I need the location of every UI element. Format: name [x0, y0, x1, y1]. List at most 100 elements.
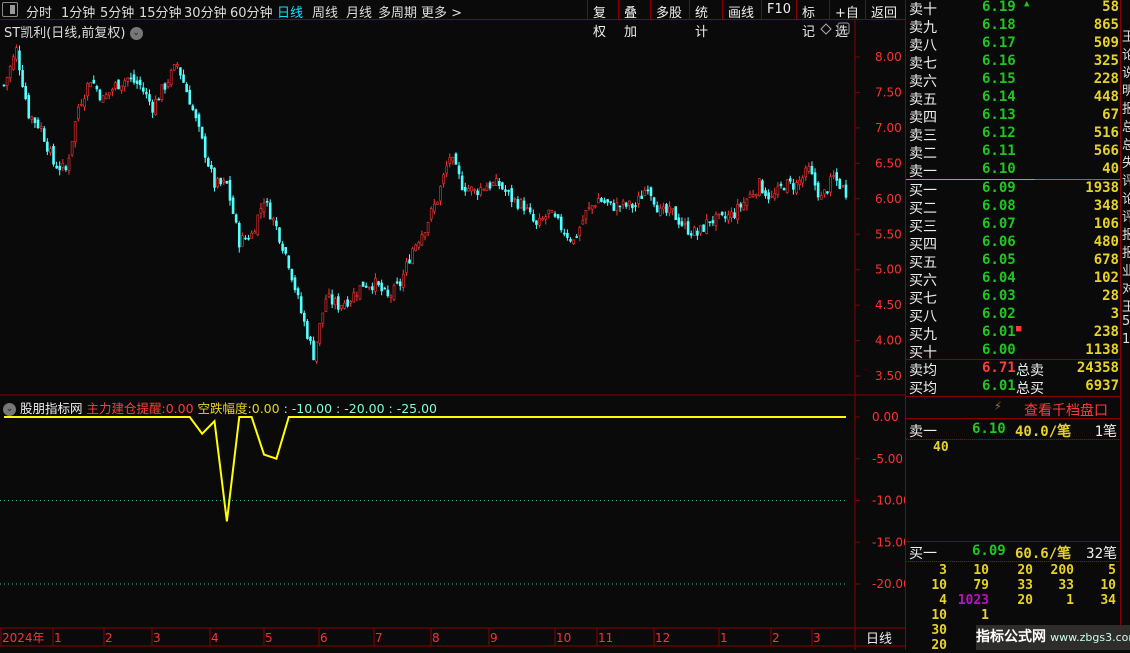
- book-row[interactable]: 卖一 6.10 40: [906, 161, 1121, 180]
- book-row[interactable]: 卖八 6.17 509: [906, 35, 1121, 54]
- book-row[interactable]: 卖二 6.11 566: [906, 143, 1121, 162]
- candle: [15, 47, 18, 60]
- tab-7[interactable]: 周线: [312, 6, 339, 21]
- candle: [337, 296, 340, 310]
- toolbar-button-4[interactable]: 画线: [722, 0, 761, 21]
- level-volume: 566: [1093, 143, 1119, 159]
- candle: [70, 141, 74, 156]
- level-volume: 678: [1093, 252, 1119, 268]
- diamond-icon[interactable]: [820, 23, 832, 35]
- kline-chart[interactable]: 8.00 7.50 7.00 6.50 6.00 5.50 5.00 4.50 4.00 3.50…: [0, 20, 905, 650]
- candle: [442, 174, 445, 185]
- level-label: 买一: [909, 183, 937, 199]
- candle: [398, 281, 402, 287]
- candle: [408, 259, 411, 264]
- indicator-tick: -5.00: [872, 452, 903, 466]
- candle: [278, 227, 281, 243]
- date-tick: 4: [211, 631, 219, 645]
- indicator-name[interactable]: 股朋指标网: [19, 401, 83, 416]
- book-row[interactable]: 买四 6.06 480: [906, 234, 1121, 253]
- thousand-level-link[interactable]: 查看千档盘口: [1024, 403, 1108, 419]
- toolbar-button-6[interactable]: 标记: [796, 0, 829, 40]
- panel-toggle-icon[interactable]: [2, 2, 18, 17]
- tab-10[interactable]: 更多 >: [421, 6, 463, 21]
- candle: [603, 200, 606, 203]
- candle: [166, 82, 170, 87]
- book-row[interactable]: 卖六 6.15 228: [906, 71, 1121, 90]
- candle: [114, 82, 117, 89]
- book-row[interactable]: 买五 6.05 678: [906, 252, 1121, 271]
- level-volume: 238: [1093, 324, 1119, 340]
- panel-toggle-icon[interactable]: [837, 22, 850, 35]
- tab-2[interactable]: 5分钟: [100, 6, 135, 21]
- chevron-down-icon[interactable]: ⌄: [3, 403, 16, 416]
- candle: [330, 294, 334, 305]
- toolbar-button-8[interactable]: 返回: [865, 0, 905, 21]
- tab-1[interactable]: 1分钟: [61, 6, 96, 21]
- book-row[interactable]: 买六 6.04 102: [906, 270, 1121, 289]
- candle: [600, 198, 603, 202]
- book-row[interactable]: 买一 6.09 1938: [906, 180, 1121, 199]
- book-row[interactable]: 卖九 6.18 865: [906, 17, 1121, 36]
- book-row[interactable]: 买九 6.01 ■ 238: [906, 324, 1121, 343]
- book-row[interactable]: 买三 6.07 106: [906, 216, 1121, 235]
- candle: [194, 109, 198, 119]
- book-row[interactable]: 卖四 6.13 67: [906, 107, 1121, 126]
- tab-8[interactable]: 月线: [346, 6, 373, 21]
- candle: [275, 220, 278, 227]
- candle: [377, 281, 380, 286]
- level-volume: 348: [1093, 198, 1119, 214]
- toolbar-button-1[interactable]: 叠加: [618, 0, 650, 40]
- candle: [76, 106, 80, 120]
- toolbar-button-7[interactable]: +自选: [829, 0, 865, 40]
- candle: [819, 195, 823, 200]
- candle: [80, 104, 83, 106]
- book-row[interactable]: 卖七 6.16 325: [906, 53, 1121, 72]
- chevron-down-icon[interactable]: ⌄: [129, 27, 143, 40]
- level-price: 6.00: [982, 342, 1016, 358]
- book-row[interactable]: 买二 6.08 348: [906, 198, 1121, 217]
- candle: [324, 298, 328, 312]
- level-price: 6.16: [982, 53, 1016, 69]
- candle: [683, 222, 687, 225]
- chart-title: ST凯利(日线,前复权) ⌄: [4, 22, 143, 41]
- price-tick: 5.50: [875, 227, 902, 241]
- candle: [785, 179, 789, 193]
- tab-6[interactable]: 日线: [277, 6, 304, 21]
- candle: [727, 214, 730, 221]
- book-row[interactable]: 买八 6.02 3: [906, 306, 1121, 325]
- order-book: 卖十 6.19 ▲ 58 卖九 6.18 865 卖八 6.17 509 卖七 6.16 325 卖六 6.…: [905, 0, 1121, 653]
- book-row[interactable]: 卖三 6.12 516: [906, 125, 1121, 144]
- candle: [680, 221, 684, 226]
- candle: [451, 156, 455, 162]
- level-price: 6.15: [982, 71, 1016, 87]
- candle: [547, 209, 551, 214]
- tab-3[interactable]: 15分钟: [139, 6, 182, 21]
- level-price: 6.09: [982, 180, 1016, 196]
- toolbar-button-5[interactable]: F10: [761, 0, 796, 20]
- tab-4[interactable]: 30分钟: [184, 6, 227, 21]
- tab-9[interactable]: 多周期: [378, 6, 418, 21]
- watermark: 指标公式网 www.zbgs3.com: [976, 625, 1130, 650]
- book-row[interactable]: 卖五 6.14 448: [906, 89, 1121, 108]
- candle: [507, 189, 510, 192]
- candle: [86, 83, 89, 97]
- candle: [200, 126, 204, 139]
- candle: [770, 195, 774, 198]
- candle: [467, 188, 470, 192]
- tab-0[interactable]: 分时: [26, 6, 53, 21]
- tab-5[interactable]: 60分钟: [230, 6, 273, 21]
- side-text: 论: [1122, 188, 1130, 207]
- book-row[interactable]: 买七 6.03 28: [906, 288, 1121, 307]
- toolbar-button-3[interactable]: 统计: [689, 0, 722, 40]
- candle: [612, 203, 616, 211]
- book-row[interactable]: 卖十 6.19 ▲ 58: [906, 0, 1121, 18]
- candle: [745, 198, 749, 207]
- candle: [213, 167, 216, 188]
- toolbar-button-0[interactable]: 复权: [587, 0, 618, 40]
- candle: [8, 66, 12, 79]
- toolbar-button-2[interactable]: 多股: [650, 0, 689, 21]
- book-row[interactable]: 买十 6.00 1138: [906, 342, 1121, 361]
- order-qty: 40: [933, 440, 949, 455]
- level-price: 6.17: [982, 35, 1016, 51]
